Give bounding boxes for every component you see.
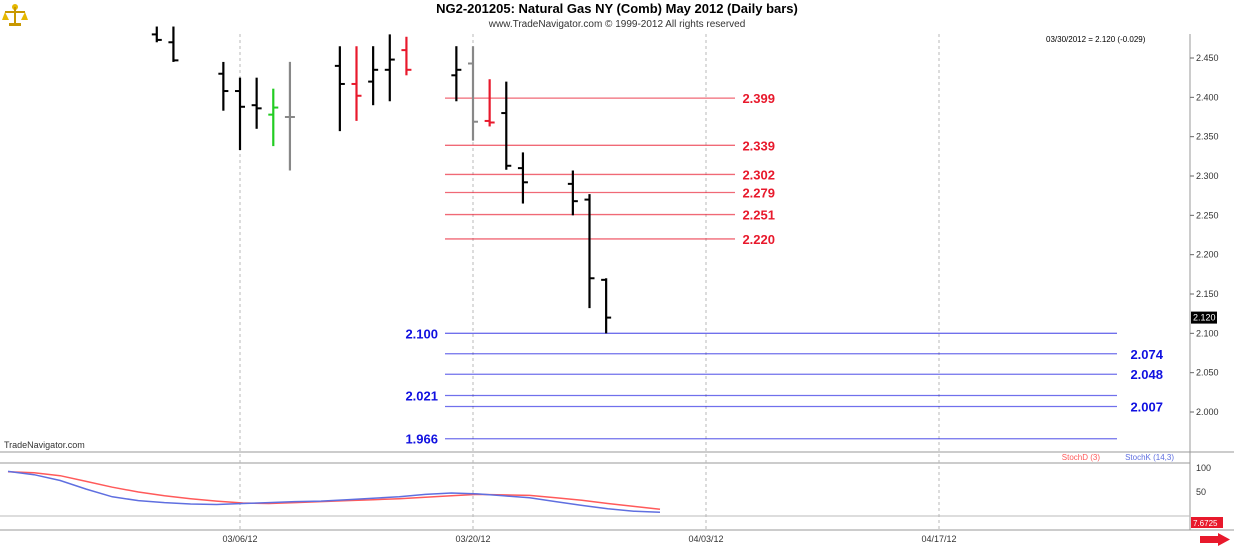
right-arrow-icon[interactable] [1200,533,1230,546]
chart-header: NG2-201205: Natural Gas NY (Comb) May 20… [0,0,1234,34]
date-tick-label: 03/20/12 [455,534,490,544]
ohlc-bar [567,170,578,216]
resistance-level-label: 2.251 [742,208,775,223]
support-level-label: 2.007 [1130,399,1163,414]
legend-stochK: StochK (14,3) [1125,453,1174,462]
resistance-level-label: 2.339 [742,138,775,153]
price-tick-label: 2.100 [1196,328,1219,338]
price-tick-label: 2.050 [1196,368,1219,378]
support-level-label: 2.021 [405,388,438,403]
ohlc-bar [251,77,262,129]
stoch-current-label: 7.6725 [1193,519,1218,528]
ohlc-bar [235,77,245,151]
ohlc-bar [484,79,495,127]
resistance-level-label: 2.220 [742,232,775,247]
ohlc-bar [284,61,295,171]
chart-title: NG2-201205: Natural Gas NY (Comb) May 20… [436,1,798,16]
price-tick-label: 2.450 [1196,53,1219,63]
ohlc-bar [268,88,279,147]
price-tick-label: 2.400 [1196,92,1219,102]
price-tick-label: 2.150 [1196,289,1219,299]
last-price-note: 03/30/2012 = 2.120 (-0.029) [1046,35,1146,44]
ohlc-bar [451,46,462,102]
stoch-current-box [1191,517,1223,528]
support-level-label: 2.100 [405,326,438,341]
price-tick-label: 2.000 [1196,407,1219,417]
support-level-label: 2.074 [1130,347,1163,362]
ohlc-bar [601,278,612,334]
watermark: TradeNavigator.com [4,440,85,450]
price-tick-label: 2.300 [1196,171,1219,181]
ohlc-bar [501,81,512,170]
ohlc-bar [151,26,162,43]
current-price-label: 2.120 [1193,313,1216,323]
price-tick-label: 2.350 [1196,132,1219,142]
copyright-notice: www.TradeNavigator.com © 1999-2012 All r… [488,19,746,30]
resistance-level-label: 2.399 [742,91,775,106]
ohlc-bar [401,36,412,76]
resistance-level-label: 2.279 [742,186,775,201]
date-tick-label: 04/17/12 [921,534,956,544]
stochK-line [7,470,661,514]
date-tick-label: 04/03/12 [688,534,723,544]
ohlc-bar [368,46,379,106]
scale-icon[interactable] [2,2,28,33]
price-tick-label: 2.200 [1196,250,1219,260]
legend-stochD: StochD (3) [1062,453,1101,462]
ohlc-bar [468,46,478,141]
resistance-level-label: 2.302 [742,167,775,182]
current-price-box [1191,311,1217,324]
ohlc-bar [384,34,395,102]
ohlc-bar [334,46,345,132]
ohlc-bar [517,152,528,204]
support-level-label: 2.048 [1130,367,1163,382]
ohlc-bar [168,26,179,62]
ohlc-bar [218,61,229,111]
ohlc-bar [584,194,595,309]
stoch-tick-label: 50 [1196,487,1206,497]
ohlc-bar [351,46,362,121]
stoch-tick-label: 100 [1196,463,1211,473]
price-tick-label: 2.250 [1196,210,1219,220]
date-tick-label: 03/06/12 [222,534,257,544]
support-level-label: 1.966 [405,432,438,447]
